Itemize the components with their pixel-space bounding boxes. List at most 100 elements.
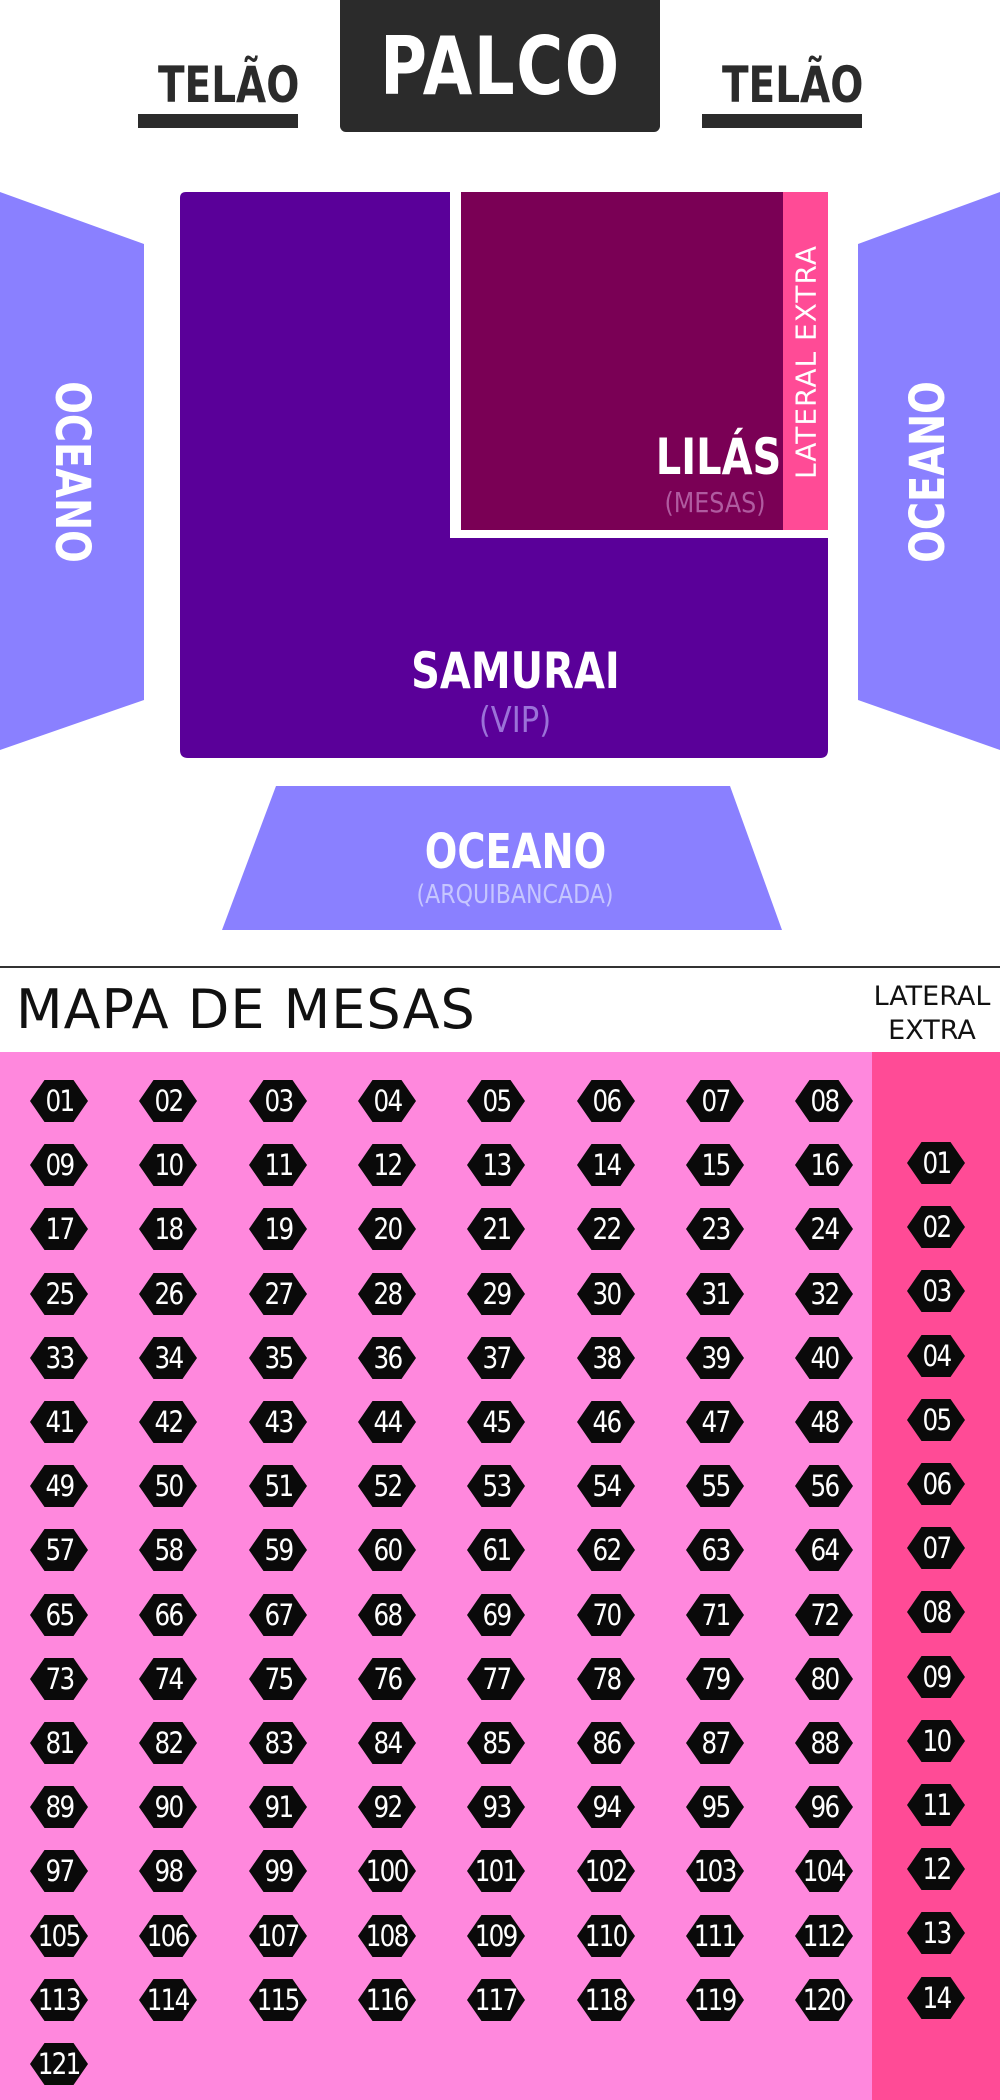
table-36[interactable]: 36 — [358, 1337, 416, 1379]
samurai-zone[interactable] — [180, 192, 828, 758]
table-02[interactable]: 02 — [139, 1080, 197, 1122]
table-13[interactable]: 13 — [467, 1144, 525, 1186]
table-88[interactable]: 88 — [795, 1722, 853, 1764]
lateral-extra-zone[interactable] — [783, 192, 828, 530]
table-45[interactable]: 45 — [467, 1401, 525, 1443]
lateral-table-01[interactable]: 01 — [907, 1142, 965, 1184]
table-62[interactable]: 62 — [577, 1529, 635, 1571]
table-98[interactable]: 98 — [139, 1850, 197, 1892]
table-96[interactable]: 96 — [795, 1786, 853, 1828]
table-76[interactable]: 76 — [358, 1658, 416, 1700]
table-29[interactable]: 29 — [467, 1273, 525, 1315]
table-104[interactable]: 104 — [795, 1850, 853, 1892]
table-105[interactable]: 105 — [30, 1915, 88, 1957]
table-43[interactable]: 43 — [249, 1401, 307, 1443]
table-92[interactable]: 92 — [358, 1786, 416, 1828]
table-33[interactable]: 33 — [30, 1337, 88, 1379]
table-82[interactable]: 82 — [139, 1722, 197, 1764]
table-12[interactable]: 12 — [358, 1144, 416, 1186]
table-24[interactable]: 24 — [795, 1208, 853, 1250]
table-81[interactable]: 81 — [30, 1722, 88, 1764]
table-20[interactable]: 20 — [358, 1208, 416, 1250]
table-63[interactable]: 63 — [686, 1529, 744, 1571]
table-51[interactable]: 51 — [249, 1465, 307, 1507]
table-26[interactable]: 26 — [139, 1273, 197, 1315]
table-05[interactable]: 05 — [467, 1080, 525, 1122]
oceano-right-zone[interactable] — [858, 192, 1000, 750]
lateral-table-10[interactable]: 10 — [907, 1720, 965, 1762]
table-80[interactable]: 80 — [795, 1658, 853, 1700]
table-64[interactable]: 64 — [795, 1529, 853, 1571]
lateral-table-13[interactable]: 13 — [907, 1912, 965, 1954]
lateral-table-02[interactable]: 02 — [907, 1206, 965, 1248]
lateral-table-05[interactable]: 05 — [907, 1399, 965, 1441]
lilas-zone[interactable] — [461, 192, 783, 530]
table-38[interactable]: 38 — [577, 1337, 635, 1379]
oceano-bottom-zone[interactable] — [222, 786, 782, 930]
table-09[interactable]: 09 — [30, 1144, 88, 1186]
table-01[interactable]: 01 — [30, 1080, 88, 1122]
table-91[interactable]: 91 — [249, 1786, 307, 1828]
table-103[interactable]: 103 — [686, 1850, 744, 1892]
table-119[interactable]: 119 — [686, 1979, 744, 2021]
table-101[interactable]: 101 — [467, 1850, 525, 1892]
table-49[interactable]: 49 — [30, 1465, 88, 1507]
table-21[interactable]: 21 — [467, 1208, 525, 1250]
table-19[interactable]: 19 — [249, 1208, 307, 1250]
table-46[interactable]: 46 — [577, 1401, 635, 1443]
table-66[interactable]: 66 — [139, 1594, 197, 1636]
table-52[interactable]: 52 — [358, 1465, 416, 1507]
table-08[interactable]: 08 — [795, 1080, 853, 1122]
lateral-table-09[interactable]: 09 — [907, 1656, 965, 1698]
lateral-table-08[interactable]: 08 — [907, 1591, 965, 1633]
table-79[interactable]: 79 — [686, 1658, 744, 1700]
lateral-table-12[interactable]: 12 — [907, 1848, 965, 1890]
table-97[interactable]: 97 — [30, 1850, 88, 1892]
table-55[interactable]: 55 — [686, 1465, 744, 1507]
table-61[interactable]: 61 — [467, 1529, 525, 1571]
table-53[interactable]: 53 — [467, 1465, 525, 1507]
table-06[interactable]: 06 — [577, 1080, 635, 1122]
table-118[interactable]: 118 — [577, 1979, 635, 2021]
table-72[interactable]: 72 — [795, 1594, 853, 1636]
table-35[interactable]: 35 — [249, 1337, 307, 1379]
table-94[interactable]: 94 — [577, 1786, 635, 1828]
table-108[interactable]: 108 — [358, 1915, 416, 1957]
table-58[interactable]: 58 — [139, 1529, 197, 1571]
table-32[interactable]: 32 — [795, 1273, 853, 1315]
lateral-table-14[interactable]: 14 — [907, 1977, 965, 2019]
table-75[interactable]: 75 — [249, 1658, 307, 1700]
table-106[interactable]: 106 — [139, 1915, 197, 1957]
table-28[interactable]: 28 — [358, 1273, 416, 1315]
table-100[interactable]: 100 — [358, 1850, 416, 1892]
table-78[interactable]: 78 — [577, 1658, 635, 1700]
table-47[interactable]: 47 — [686, 1401, 744, 1443]
table-17[interactable]: 17 — [30, 1208, 88, 1250]
table-89[interactable]: 89 — [30, 1786, 88, 1828]
table-112[interactable]: 112 — [795, 1915, 853, 1957]
table-18[interactable]: 18 — [139, 1208, 197, 1250]
table-07[interactable]: 07 — [686, 1080, 744, 1122]
table-39[interactable]: 39 — [686, 1337, 744, 1379]
table-69[interactable]: 69 — [467, 1594, 525, 1636]
table-90[interactable]: 90 — [139, 1786, 197, 1828]
table-10[interactable]: 10 — [139, 1144, 197, 1186]
table-111[interactable]: 111 — [686, 1915, 744, 1957]
table-27[interactable]: 27 — [249, 1273, 307, 1315]
table-04[interactable]: 04 — [358, 1080, 416, 1122]
table-73[interactable]: 73 — [30, 1658, 88, 1700]
table-44[interactable]: 44 — [358, 1401, 416, 1443]
table-120[interactable]: 120 — [795, 1979, 853, 2021]
lateral-table-04[interactable]: 04 — [907, 1335, 965, 1377]
table-15[interactable]: 15 — [686, 1144, 744, 1186]
table-60[interactable]: 60 — [358, 1529, 416, 1571]
table-114[interactable]: 114 — [139, 1979, 197, 2021]
table-102[interactable]: 102 — [577, 1850, 635, 1892]
table-31[interactable]: 31 — [686, 1273, 744, 1315]
table-113[interactable]: 113 — [30, 1979, 88, 2021]
lateral-table-11[interactable]: 11 — [907, 1784, 965, 1826]
table-50[interactable]: 50 — [139, 1465, 197, 1507]
table-99[interactable]: 99 — [249, 1850, 307, 1892]
table-87[interactable]: 87 — [686, 1722, 744, 1764]
table-84[interactable]: 84 — [358, 1722, 416, 1764]
